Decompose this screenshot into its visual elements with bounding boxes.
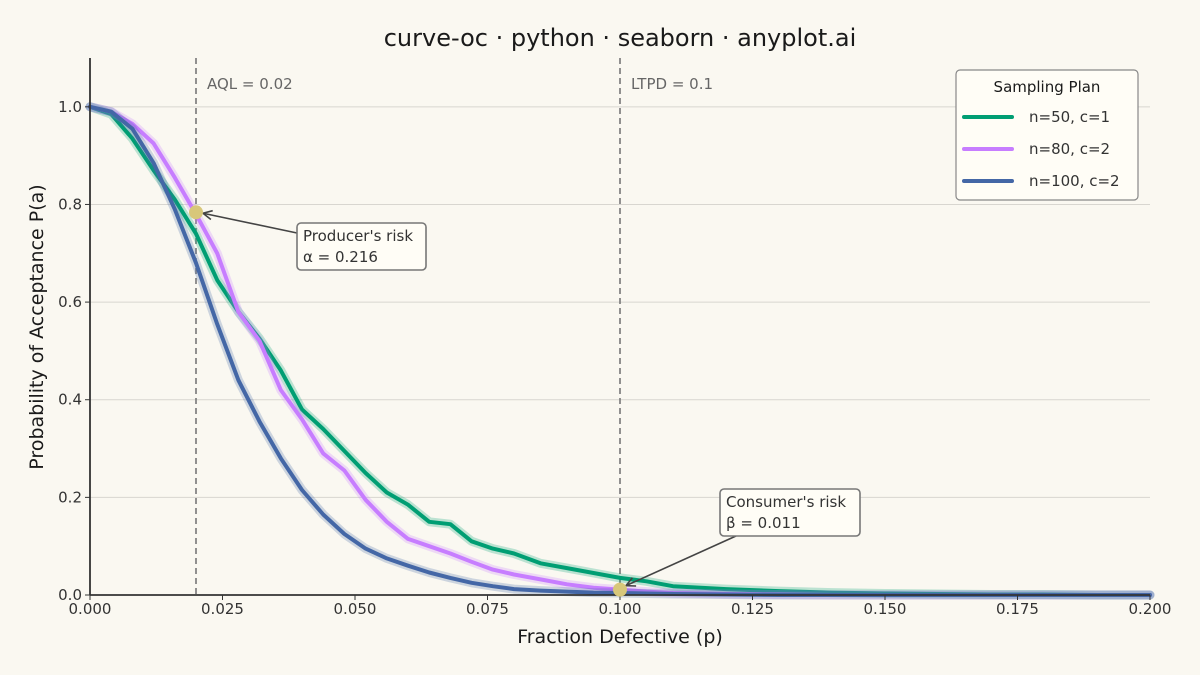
reference-line-label: AQL = 0.02 bbox=[207, 75, 293, 93]
y-axis-label: Probability of Acceptance P(a) bbox=[26, 184, 48, 469]
x-tick-label: 0.200 bbox=[1129, 600, 1172, 618]
risk-point-marker bbox=[189, 205, 203, 220]
y-tick-label: 0.8 bbox=[58, 195, 82, 213]
annotation-text: Producer's risk bbox=[303, 227, 413, 245]
annotation-text: α = 0.216 bbox=[303, 248, 378, 266]
reference-line-label: LTPD = 0.1 bbox=[631, 75, 713, 93]
y-tick-label: 0.6 bbox=[58, 293, 82, 311]
annotations: Producer's risk α = 0.216 Consumer's risk β… bbox=[189, 205, 861, 597]
annotation-arrow-head bbox=[624, 577, 637, 587]
chart-title: curve-oc · python · seaborn · anyplot.ai bbox=[384, 24, 857, 52]
annotation-arrow-head bbox=[201, 209, 213, 221]
annotation-box bbox=[296, 222, 427, 271]
x-tick-label: 0.025 bbox=[201, 600, 244, 618]
x-tick-label: 0.100 bbox=[599, 600, 642, 618]
annotation-text: Consumer's risk bbox=[726, 493, 846, 511]
x-tick-label: 0.000 bbox=[69, 600, 112, 618]
x-tick-label: 0.050 bbox=[334, 600, 377, 618]
x-tick-label: 0.175 bbox=[996, 600, 1039, 618]
x-tick-label: 0.125 bbox=[731, 600, 774, 618]
annotation-arrow bbox=[202, 212, 298, 234]
risk-point-marker bbox=[613, 582, 627, 597]
y-ticks: 0.0 0.2 0.4 0.6 0.8 1.0 bbox=[58, 98, 90, 604]
y-tick-label: 1.0 bbox=[58, 98, 82, 116]
series-line bbox=[88, 104, 1152, 597]
y-tick-label: 0.2 bbox=[58, 488, 82, 506]
legend: Sampling Plan n=50, c=1 n=80, c=2 n=100, c=… bbox=[955, 69, 1139, 201]
y-tick-label: 0.4 bbox=[58, 391, 82, 409]
legend-label: n=50, c=1 bbox=[1029, 108, 1110, 126]
x-tick-label: 0.075 bbox=[466, 600, 509, 618]
legend-label: n=80, c=2 bbox=[1029, 140, 1110, 158]
legend-title: Sampling Plan bbox=[994, 78, 1101, 96]
y-tick-label: 0.0 bbox=[58, 586, 82, 604]
legend-box bbox=[955, 69, 1139, 201]
reference-lines: AQL = 0.02 LTPD = 0.1 bbox=[195, 58, 713, 595]
x-axis-label: Fraction Defective (p) bbox=[517, 626, 723, 648]
annotation-box bbox=[719, 488, 861, 537]
annotation-text: β = 0.011 bbox=[726, 514, 801, 532]
legend-label: n=100, c=2 bbox=[1029, 172, 1120, 190]
annotation-arrow bbox=[625, 535, 737, 587]
x-ticks: 0.000 0.025 0.050 0.075 0.100 0.125 0.150 0.175… bbox=[69, 595, 1172, 618]
x-tick-label: 0.150 bbox=[864, 600, 907, 618]
